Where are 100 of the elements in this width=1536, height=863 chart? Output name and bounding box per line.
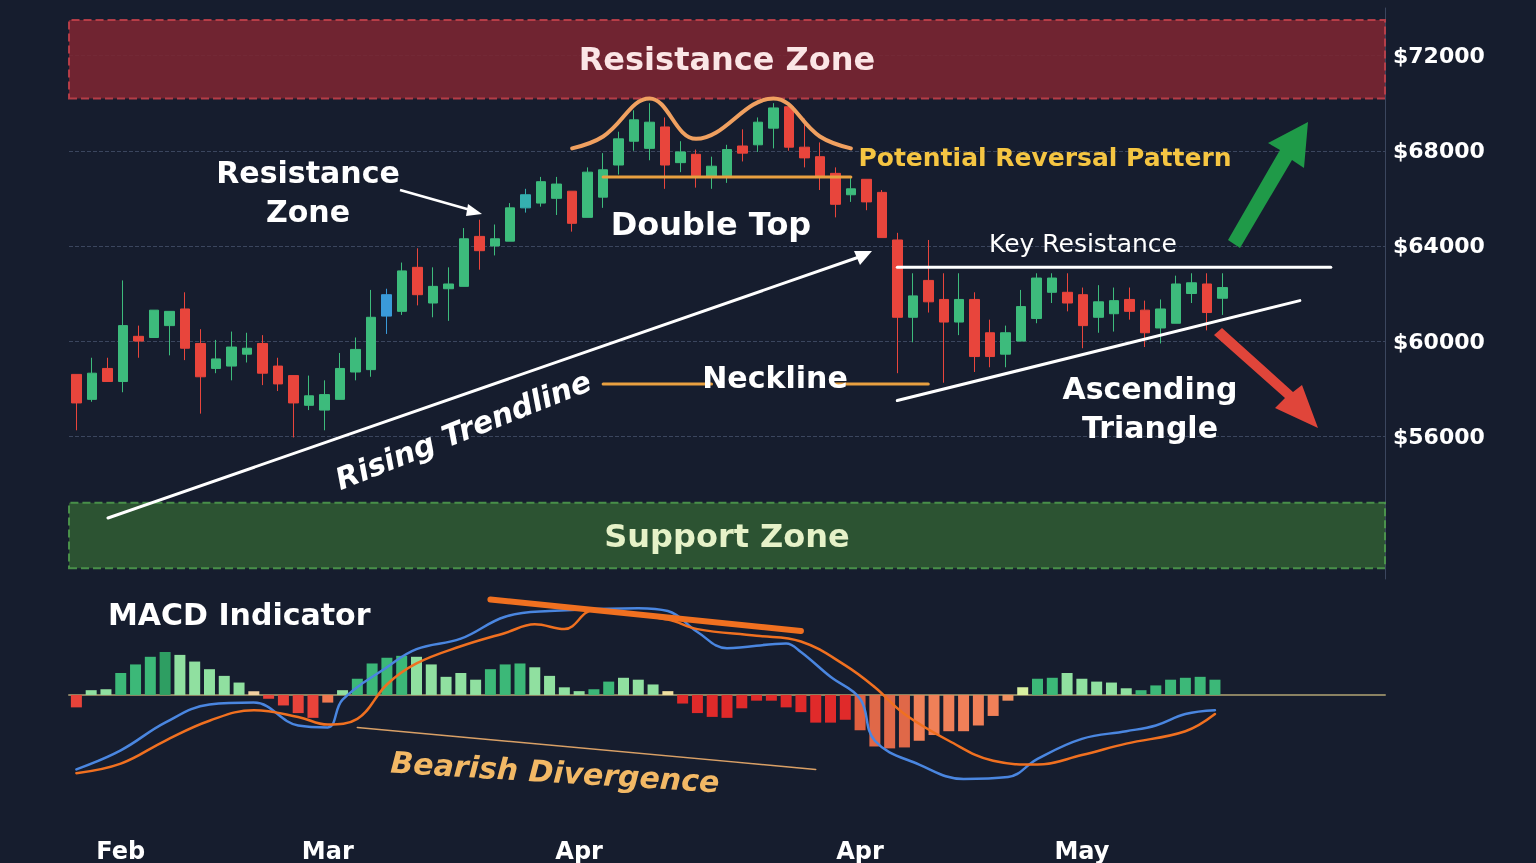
candlestick bbox=[118, 279, 128, 393]
bar bbox=[425, 664, 437, 695]
candlestick bbox=[288, 375, 299, 438]
bar bbox=[455, 673, 467, 695]
candlestick bbox=[660, 116, 670, 190]
candlestick bbox=[505, 202, 515, 242]
candlestick bbox=[582, 166, 593, 218]
candlestick bbox=[304, 375, 314, 411]
bar bbox=[248, 691, 260, 695]
bar bbox=[529, 667, 541, 695]
bar bbox=[470, 679, 482, 695]
candlestick bbox=[892, 232, 903, 374]
candlestick bbox=[1171, 275, 1181, 324]
bar bbox=[558, 687, 570, 695]
candlestick bbox=[133, 325, 144, 359]
bar bbox=[233, 682, 245, 695]
candlestick bbox=[71, 373, 82, 431]
candlestick bbox=[87, 357, 97, 403]
candlestick bbox=[428, 266, 438, 318]
candlestick bbox=[520, 188, 531, 214]
x-tick-label: Feb bbox=[96, 837, 146, 863]
line-series bbox=[570, 96, 853, 151]
bar bbox=[1120, 688, 1132, 695]
bar bbox=[499, 664, 511, 695]
bar bbox=[100, 689, 112, 695]
bar bbox=[337, 690, 349, 695]
bar bbox=[677, 694, 689, 704]
candlestick bbox=[598, 152, 608, 209]
candlestick bbox=[629, 109, 639, 152]
bar bbox=[721, 694, 733, 718]
bar bbox=[1194, 676, 1206, 695]
candlestick bbox=[149, 309, 159, 339]
bar bbox=[218, 675, 230, 695]
candlestick bbox=[211, 339, 221, 374]
bar bbox=[544, 675, 556, 695]
bar bbox=[573, 691, 585, 695]
candlestick bbox=[397, 262, 407, 316]
candlestick bbox=[1047, 272, 1057, 304]
candlestick bbox=[1078, 287, 1088, 349]
annotation: Ascending Triangle bbox=[1062, 371, 1238, 445]
candlestick bbox=[939, 272, 949, 384]
candlestick bbox=[242, 332, 252, 363]
bar bbox=[943, 694, 955, 732]
bar bbox=[130, 664, 142, 695]
candlestick bbox=[536, 176, 546, 208]
candlestick bbox=[1155, 298, 1166, 344]
bar bbox=[839, 694, 851, 720]
bar bbox=[987, 694, 999, 716]
bar bbox=[1091, 681, 1103, 695]
candlestick bbox=[319, 379, 330, 431]
candlestick bbox=[350, 337, 361, 381]
candlestick bbox=[877, 189, 887, 239]
candlestick bbox=[722, 144, 732, 184]
candlestick bbox=[102, 357, 113, 383]
bar bbox=[736, 694, 748, 709]
bar bbox=[632, 679, 644, 695]
bar bbox=[307, 694, 319, 718]
bar bbox=[603, 681, 615, 695]
candlestick bbox=[335, 352, 345, 400]
bar bbox=[203, 669, 215, 695]
candlestick bbox=[613, 131, 624, 176]
bar bbox=[159, 652, 171, 695]
bar bbox=[1017, 687, 1029, 695]
bar bbox=[1002, 694, 1014, 701]
bar bbox=[972, 694, 984, 726]
candlestick bbox=[1093, 284, 1104, 334]
candlestick bbox=[768, 102, 779, 149]
candlestick bbox=[969, 291, 980, 373]
annotation: Double Top bbox=[610, 205, 812, 243]
chart-title: MACD Indicator bbox=[108, 596, 371, 632]
candlestick bbox=[567, 190, 577, 233]
bar bbox=[1076, 678, 1088, 695]
bar bbox=[174, 654, 186, 695]
bar bbox=[189, 661, 201, 695]
bar bbox=[1179, 677, 1191, 695]
bar bbox=[928, 694, 940, 736]
bar bbox=[751, 694, 763, 701]
bar bbox=[322, 694, 334, 703]
band-label: Resistance Zone bbox=[578, 40, 876, 79]
bar bbox=[898, 694, 910, 748]
candlestick bbox=[985, 319, 995, 368]
annotation: Neckline bbox=[702, 359, 848, 395]
bar bbox=[691, 694, 703, 714]
y-tick-label: $64000 bbox=[1393, 233, 1485, 259]
y-tick-label: $56000 bbox=[1393, 423, 1485, 449]
bar bbox=[825, 694, 837, 723]
candlestick bbox=[551, 176, 562, 216]
y-tick-label: $72000 bbox=[1393, 43, 1485, 69]
x-tick-label: Mar bbox=[301, 837, 354, 863]
bar bbox=[869, 694, 881, 747]
bar bbox=[1061, 673, 1073, 695]
bar bbox=[1165, 679, 1177, 695]
candlestick bbox=[474, 219, 485, 271]
bar bbox=[85, 690, 97, 695]
bar bbox=[765, 694, 777, 701]
candlestick bbox=[443, 266, 454, 322]
bar bbox=[795, 694, 807, 713]
candlestick bbox=[908, 272, 918, 343]
bar bbox=[484, 669, 496, 695]
bar bbox=[810, 694, 822, 723]
